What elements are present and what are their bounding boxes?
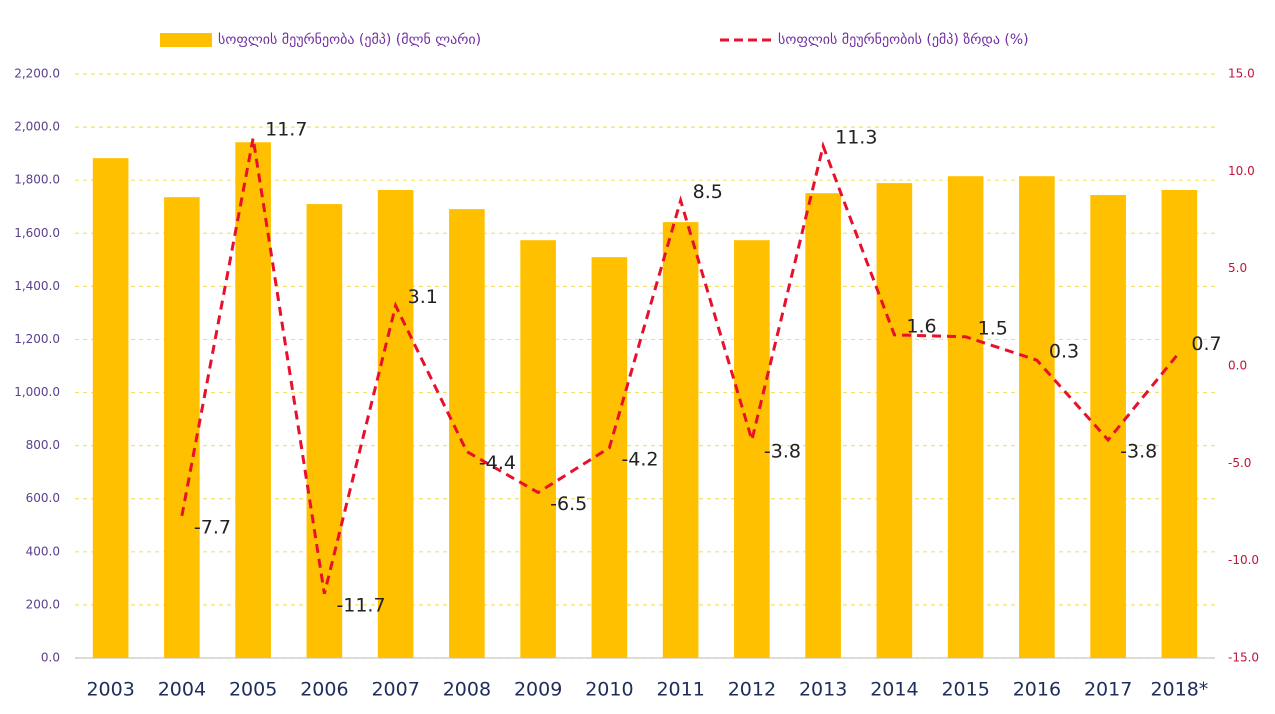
- y-tick-label: 0.0: [41, 651, 60, 665]
- data-label: 1.5: [978, 317, 1008, 339]
- y-tick-label: 2,000.0: [14, 120, 60, 134]
- data-label: 0.7: [1191, 333, 1221, 355]
- y-tick-label: 600.0: [26, 491, 60, 505]
- bar: [734, 240, 770, 658]
- x-tick-label: 2011: [656, 679, 704, 701]
- data-label: 0.3: [1049, 341, 1079, 363]
- x-tick-label: 2004: [158, 679, 206, 701]
- data-label: 3.1: [408, 286, 438, 308]
- bar: [1019, 176, 1055, 658]
- data-label: 11.3: [835, 127, 877, 149]
- bar: [92, 158, 129, 658]
- data-label: -3.8: [1120, 440, 1157, 462]
- data-label: -3.8: [764, 440, 801, 462]
- bar: [805, 193, 841, 658]
- data-label: -4.4: [479, 452, 516, 474]
- y-tick-label: 1,000.0: [14, 385, 60, 399]
- bar: [520, 240, 556, 658]
- x-tick-label: 2005: [229, 679, 277, 701]
- bar: [947, 176, 984, 658]
- x-tick-label: 2009: [514, 679, 562, 701]
- data-label: 8.5: [693, 181, 723, 203]
- y2-tick-label: 0.0: [1228, 359, 1247, 373]
- bar: [164, 197, 200, 659]
- x-tick-label: 2015: [941, 679, 989, 701]
- x-tick-label: 2006: [300, 679, 348, 701]
- x-tick-label: 2014: [870, 679, 918, 701]
- bar: [876, 183, 913, 659]
- data-label: -6.5: [550, 493, 587, 515]
- x-tick-label: 2018*: [1150, 679, 1208, 701]
- bar: [1161, 190, 1198, 658]
- x-tick-label: 2013: [799, 679, 847, 701]
- y2-tick-label: 5.0: [1228, 261, 1247, 275]
- x-tick-label: 2007: [371, 679, 419, 701]
- y-tick-label: 1,800.0: [14, 173, 60, 187]
- bar: [662, 222, 699, 658]
- data-label: 11.7: [265, 119, 307, 141]
- y-tick-label: 2,200.0: [14, 67, 60, 81]
- x-tick-label: 2017: [1084, 679, 1132, 701]
- x-tick-label: 2010: [585, 679, 633, 701]
- y2-tick-label: -15.0: [1228, 651, 1259, 665]
- y-tick-label: 1,600.0: [14, 226, 60, 240]
- data-label: -7.7: [194, 516, 231, 538]
- line: [180, 137, 1181, 595]
- y-tick-label: 1,200.0: [14, 332, 60, 346]
- legend-label: სოფლის მეურნეობის (ემპ) ზრდა (%): [778, 31, 1029, 48]
- bar: [591, 257, 628, 658]
- data-label: -11.7: [336, 594, 385, 616]
- data-label: 1.6: [906, 315, 936, 337]
- x-tick-label: 2012: [728, 679, 776, 701]
- y-tick-label: 1,400.0: [14, 279, 60, 293]
- x-tick-label: 2003: [86, 679, 134, 701]
- bar: [377, 190, 414, 658]
- y2-tick-label: -10.0: [1228, 553, 1259, 567]
- y-tick-label: 400.0: [26, 544, 60, 558]
- legend-swatch: [160, 33, 212, 47]
- y-tick-label: 200.0: [26, 597, 60, 611]
- x-tick-label: 2008: [443, 679, 491, 701]
- y2-tick-label: 10.0: [1228, 164, 1255, 178]
- y2-tick-label: 15.0: [1228, 67, 1255, 81]
- y-tick-label: 800.0: [26, 438, 60, 452]
- x-tick-label: 2016: [1013, 679, 1061, 701]
- bar: [306, 204, 343, 658]
- y2-tick-label: -5.0: [1228, 456, 1251, 470]
- legend-label: სოფლის მეურნეობა (ემპ) (მლნ ლარი): [218, 31, 481, 48]
- data-label: -4.2: [621, 448, 658, 470]
- bar: [449, 209, 485, 658]
- bar: [235, 142, 271, 659]
